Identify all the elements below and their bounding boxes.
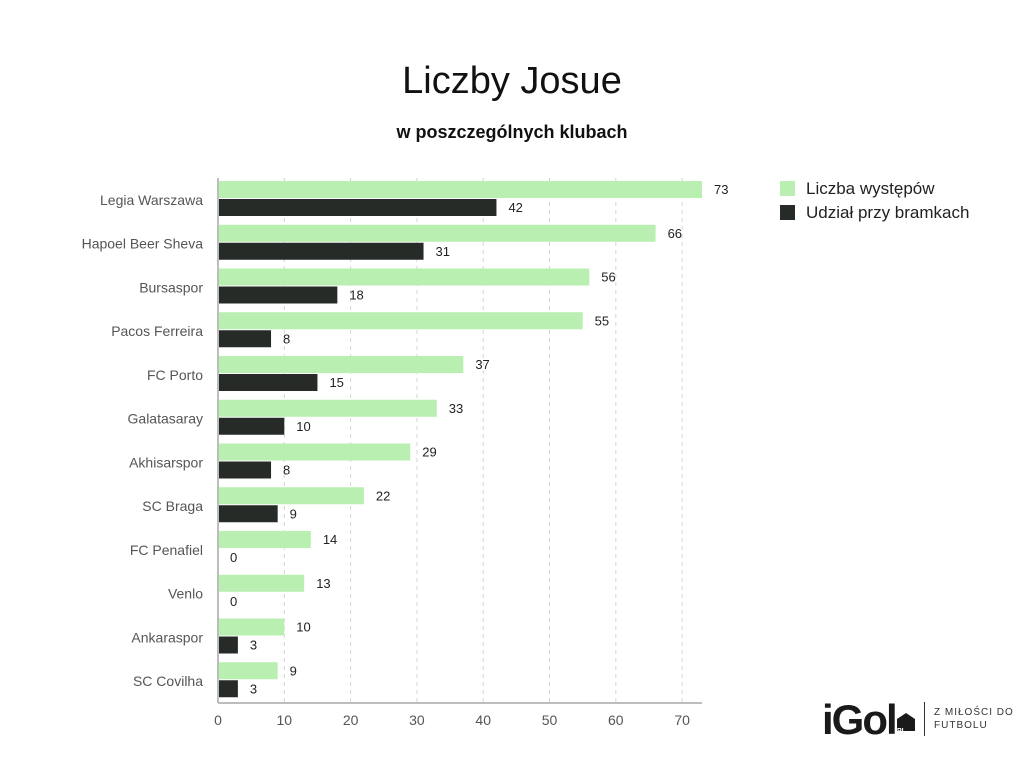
category-label: Bursaspor — [139, 279, 203, 295]
category-label: Galatasaray — [128, 411, 203, 427]
data-label: 3 — [250, 681, 257, 696]
legend-swatch-goal-contributions — [780, 205, 795, 220]
bar-goal-contributions — [219, 374, 318, 391]
chart-title: Liczby Josue — [402, 60, 622, 102]
bar-goal-contributions — [219, 417, 285, 435]
x-tick-label: 0 — [214, 712, 222, 728]
data-label: 22 — [376, 488, 390, 503]
data-label: 31 — [436, 244, 450, 259]
logo-badge-text: PL — [897, 728, 906, 735]
logo-divider — [924, 702, 925, 736]
logo-badge-icon — [897, 713, 915, 731]
category-label: FC Penafiel — [130, 542, 203, 558]
legend-label-goal-contributions: Udział przy bramkach — [806, 203, 970, 222]
x-tick-label: 10 — [277, 712, 293, 728]
data-label: 18 — [349, 288, 363, 303]
bar-appearances — [219, 618, 285, 636]
bar-appearances — [219, 268, 590, 286]
category-label: Venlo — [168, 586, 203, 602]
x-tick-label: 40 — [475, 712, 491, 728]
data-label: 8 — [283, 331, 290, 346]
data-label: 0 — [230, 550, 237, 565]
data-label: 3 — [250, 638, 257, 653]
data-label: 56 — [601, 270, 615, 285]
legend-item-goal-contributions: Udział przy bramkach — [780, 202, 980, 224]
data-label: 73 — [714, 182, 728, 197]
bar-goal-contributions — [219, 680, 238, 698]
bar-appearances — [219, 574, 305, 592]
x-tick-label: 20 — [343, 712, 359, 728]
category-label: SC Covilha — [133, 673, 203, 689]
legend-swatch-appearances — [780, 181, 795, 196]
bar-goal-contributions — [219, 330, 272, 348]
category-label: Pacos Ferreira — [111, 323, 203, 339]
data-label: 37 — [475, 357, 489, 372]
data-label: 10 — [296, 419, 310, 434]
logo-wordmark: iGol — [822, 696, 898, 743]
chart-subtitle: w poszczególnych klubach — [396, 122, 628, 142]
bar-goal-contributions — [219, 199, 497, 216]
data-label: 8 — [283, 463, 290, 478]
category-label: Ankaraspor — [131, 629, 203, 645]
data-label: 42 — [508, 200, 522, 215]
x-tick-label: 50 — [542, 712, 558, 728]
data-label: 0 — [230, 594, 237, 609]
data-label: 55 — [595, 313, 609, 328]
x-tick-label: 30 — [409, 712, 425, 728]
legend-item-appearances: Liczba występów — [780, 178, 980, 200]
bar-goal-contributions — [219, 242, 424, 260]
bar-appearances — [219, 399, 437, 417]
bar-appearances — [219, 531, 311, 548]
bar-goal-contributions — [219, 505, 278, 523]
category-label: SC Braga — [142, 498, 203, 514]
bar-goal-contributions — [219, 286, 338, 304]
bar-appearances — [219, 662, 278, 680]
x-tick-label: 70 — [674, 712, 690, 728]
x-tick-label: 60 — [608, 712, 624, 728]
data-label: 33 — [449, 401, 463, 416]
data-label: 13 — [316, 576, 330, 591]
bar-appearances — [219, 443, 411, 461]
data-label: 66 — [668, 226, 682, 241]
data-label: 14 — [323, 532, 337, 547]
category-label: Legia Warszawa — [100, 192, 203, 208]
bar-goal-contributions — [219, 636, 238, 654]
logo-tagline: Z MIŁOŚCI DO FUTBOLU — [934, 707, 1014, 731]
igol-logo: iGol PL Z MIŁOŚCI DO FUTBOLU — [822, 696, 1013, 746]
data-label: 29 — [422, 445, 436, 460]
bar-appearances — [219, 181, 702, 198]
category-label: FC Porto — [147, 367, 203, 383]
legend: Liczba występów Udział przy bramkach — [780, 178, 980, 226]
bar-appearances — [219, 224, 656, 242]
category-label: Akhisarspor — [129, 454, 203, 470]
bar-goal-contributions — [219, 461, 272, 479]
bar-appearances — [219, 356, 464, 373]
category-label: Hapoel Beer Sheva — [82, 236, 204, 252]
bar-appearances — [219, 487, 364, 505]
data-label: 15 — [329, 375, 343, 390]
data-label: 9 — [290, 663, 297, 678]
data-label: 9 — [290, 506, 297, 521]
bar-appearances — [219, 312, 583, 330]
legend-label-appearances: Liczba występów — [806, 179, 935, 198]
data-label: 10 — [296, 620, 310, 635]
